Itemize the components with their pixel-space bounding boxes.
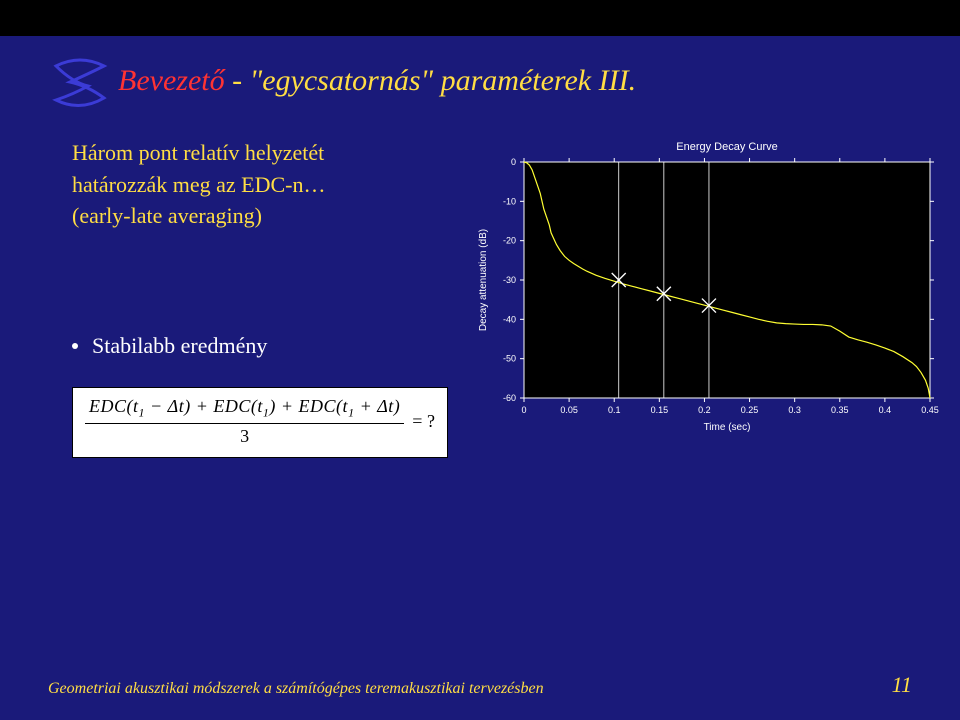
svg-text:0.05: 0.05 [560,405,578,415]
z-logo-icon [48,52,112,116]
svg-text:Time (sec): Time (sec) [704,422,751,433]
svg-text:0.25: 0.25 [741,405,759,415]
svg-text:-30: -30 [503,275,516,285]
svg-text:Energy Decay Curve: Energy Decay Curve [676,141,778,153]
svg-text:-40: -40 [503,314,516,324]
title-yellow-part: - "egycsatornás" paraméterek III. [225,64,636,97]
svg-text:Decay attenuation (dB): Decay attenuation (dB) [478,229,489,331]
left-column: Három pont relatív helyzetét határozzák … [48,138,452,458]
top-black-bar [0,0,960,36]
body-line-3: (early-late averaging) [72,201,452,231]
svg-text:0.1: 0.1 [608,405,621,415]
svg-text:0.35: 0.35 [831,405,849,415]
svg-text:-20: -20 [503,236,516,246]
slide-title: Bevezető - "egycsatornás" paraméterek II… [118,64,636,98]
svg-text:0.15: 0.15 [651,405,669,415]
bullet-row: Stabilabb eredmény [72,333,452,359]
body-line-1: Három pont relatív helyzetét [72,138,452,168]
title-red-part: Bevezető [118,64,225,97]
title-row: Bevezető - "egycsatornás" paraméterek II… [48,54,912,116]
bullet-text: Stabilabb eredmény [92,333,267,359]
formula-denominator: 3 [240,424,249,447]
svg-text:0.3: 0.3 [788,405,801,415]
svg-text:0: 0 [511,157,516,167]
svg-text:-10: -10 [503,196,516,206]
formula-rhs: = ? [412,411,435,432]
svg-text:-60: -60 [503,393,516,403]
formula-fraction: EDC(t1 − Δt) + EDC(t1) + EDC(t1 + Δt) 3 [85,396,404,447]
formula-box: EDC(t1 − Δt) + EDC(t1) + EDC(t1 + Δt) 3 … [72,387,448,458]
decay-chart: Energy Decay Curve 0 -10 -20 -30 -40 -50 -60 0 0.… [472,138,942,458]
bullet-dot-icon [72,343,78,349]
formula-numerator: EDC(t1 − Δt) + EDC(t1) + EDC(t1 + Δt) [85,396,404,424]
content-row: Három pont relatív helyzetét határozzák … [48,138,912,458]
svg-text:0: 0 [521,405,526,415]
svg-text:0.2: 0.2 [698,405,711,415]
footer-text: Geometriai akusztikai módszerek a számít… [48,680,544,698]
page-number: 11 [892,672,912,698]
svg-text:0.4: 0.4 [879,405,892,415]
svg-text:0.45: 0.45 [921,405,939,415]
slide-body: Bevezető - "egycsatornás" paraméterek II… [0,36,960,720]
svg-text:-50: -50 [503,354,516,364]
body-line-2: határozzák meg az EDC-n… [72,170,452,200]
